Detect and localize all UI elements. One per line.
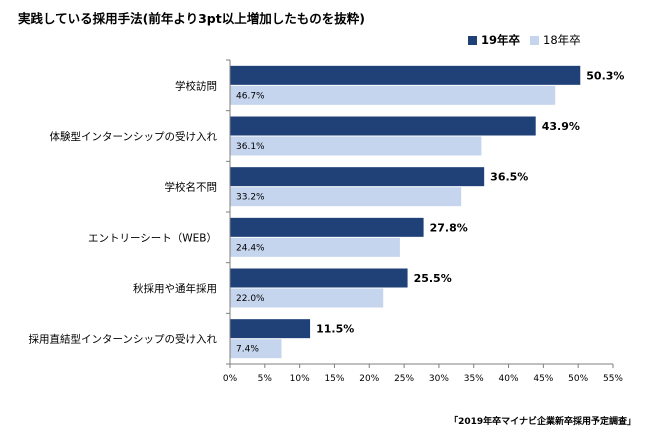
chart-title: 実践している採用手法(前年より3pt以上増加したものを抜粋) — [18, 11, 365, 26]
bar-18 — [230, 85, 556, 105]
data-label-18: 22.0% — [236, 294, 265, 304]
bar-19 — [230, 217, 424, 237]
data-label-18: 46.7% — [236, 91, 265, 101]
legend-label-19: 19年卒 — [481, 33, 521, 47]
category-label: 秋採用や通年採用 — [133, 282, 217, 295]
legend-item-19: 19年卒 — [468, 32, 520, 48]
source-note: 「2019年卒マイナビ企業新卒採用予定調査」 — [449, 417, 636, 427]
data-label-18: 24.4% — [236, 243, 265, 253]
data-label-18: 36.1% — [236, 142, 265, 152]
x-tick-label: 5% — [258, 374, 273, 384]
x-tick-label: 40% — [499, 374, 519, 384]
category-label: エントリーシート（WEB） — [88, 232, 217, 244]
data-label-18: 33.2% — [236, 193, 265, 203]
x-tick-label: 25% — [394, 374, 414, 384]
x-tick-label: 55% — [603, 374, 623, 384]
bar-18 — [230, 288, 384, 308]
data-label-19: 27.8% — [430, 221, 468, 234]
category-label: 採用直結型インターンシップの受け入れ — [29, 333, 218, 346]
category-label: 学校訪問 — [175, 79, 217, 92]
category-label: 学校名不問 — [165, 181, 218, 194]
x-tick-label: 20% — [359, 374, 379, 384]
x-tick-label: 45% — [533, 374, 553, 384]
x-tick-label: 0% — [223, 374, 238, 384]
bar-18 — [230, 187, 462, 207]
bar-18 — [230, 237, 400, 257]
data-label-18: 7.4% — [236, 345, 259, 355]
legend-swatch-18 — [530, 35, 540, 45]
data-label-19: 43.9% — [542, 120, 580, 133]
legend-swatch-19 — [468, 35, 477, 45]
bar-18 — [230, 339, 282, 359]
x-tick-label: 10% — [290, 374, 310, 384]
data-label-19: 36.5% — [490, 171, 528, 184]
bar-19 — [230, 167, 485, 187]
data-label-19: 50.3% — [586, 69, 624, 82]
x-tick-label: 15% — [324, 374, 344, 384]
x-tick-label: 30% — [429, 374, 449, 384]
legend-item-18: 18年卒 — [530, 32, 581, 48]
data-label-19: 11.5% — [316, 323, 354, 336]
x-tick-label: 50% — [568, 374, 588, 384]
bar-19 — [230, 268, 408, 288]
bar-19 — [230, 65, 581, 85]
bar-18 — [230, 136, 482, 156]
chart-legend: 19年卒 18年卒 — [468, 32, 591, 48]
legend-label-18: 18年卒 — [543, 33, 581, 47]
data-label-19: 25.5% — [414, 272, 452, 285]
bar-19 — [230, 116, 536, 136]
category-label: 体験型インターンシップの受け入れ — [50, 130, 218, 143]
bar-19 — [230, 319, 311, 339]
x-tick-label: 35% — [464, 374, 484, 384]
